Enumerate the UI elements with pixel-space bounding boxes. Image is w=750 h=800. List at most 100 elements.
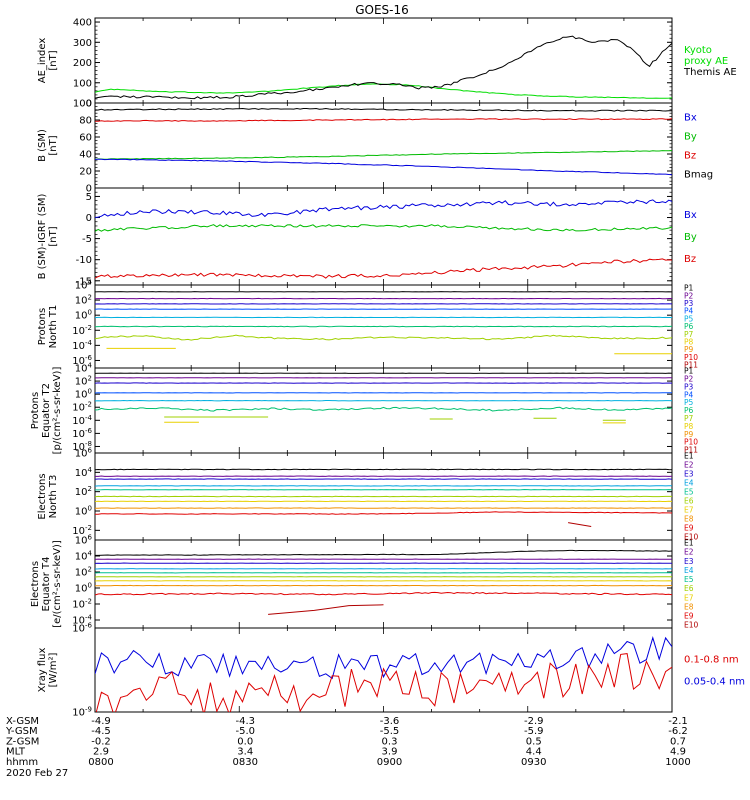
y-tick-label: 102 — [75, 566, 92, 579]
legend-bz: Bz — [684, 254, 696, 265]
legend-p9: P9 — [684, 345, 694, 354]
orbit-value: -4.3 — [235, 716, 255, 727]
series-group — [95, 549, 672, 615]
series-group — [95, 468, 672, 527]
legend-p11: P11 — [684, 361, 698, 370]
legend-p10: P10 — [684, 353, 698, 362]
series-e9 — [95, 591, 672, 596]
y-tick-label: 100 — [75, 309, 92, 322]
orbit-value: 0830 — [233, 757, 258, 768]
panel-frame — [94, 102, 673, 189]
legend-kyoto-proxy-ae: proxy AE — [684, 56, 728, 67]
y-axis-label: North T1 — [48, 305, 59, 349]
legend-e7: E7 — [684, 593, 694, 602]
legend-p8: P8 — [684, 338, 694, 347]
y-axis-label: AE_index — [37, 38, 48, 84]
legend-bx: Bx — [684, 113, 697, 124]
y-tick-label: 100 — [73, 78, 92, 89]
orbit-value: -4.9 — [91, 716, 111, 727]
orbit-value: 0900 — [377, 757, 402, 768]
legend-by: By — [684, 132, 697, 143]
series-group — [95, 291, 672, 355]
legend-e2: E2 — [684, 461, 694, 470]
series-themis-ae — [95, 35, 672, 100]
y-tick-label: 20 — [79, 167, 92, 178]
y-tick-label: 40 — [79, 150, 92, 161]
legend-e10: E10 — [684, 621, 699, 630]
legend-p1: P1 — [684, 367, 694, 376]
y-tick-label: 104 — [75, 550, 93, 563]
legend-bx: Bx — [684, 210, 697, 221]
date-label: 2020 Feb 27 — [6, 768, 68, 779]
y-tick-label: 106 — [75, 534, 93, 547]
y-tick-label: 100 — [75, 582, 92, 595]
legend-bmag: Bmag — [684, 169, 713, 180]
y-tick-label: 100 — [75, 388, 92, 401]
orbit-value: 4.9 — [670, 747, 686, 758]
series-group — [95, 35, 672, 100]
y-tick-label: -15 — [76, 276, 92, 287]
legend-0-05-0-4-nm: 0.05-0.4 nm — [684, 677, 745, 688]
y-tick-label: 300 — [73, 38, 92, 49]
orbit-value: -2.9 — [524, 716, 544, 727]
panel-b: 0 20 40 60 80 100 B (SM) [nT] Bx By Bz Bmag — [37, 99, 713, 195]
y-tick-label: 10-4 — [72, 414, 92, 427]
series-by — [95, 150, 672, 160]
legend-themis-ae: Themis AE — [683, 67, 737, 78]
y-tick-label: 5 — [86, 192, 92, 203]
legend-e5: E5 — [684, 575, 694, 584]
y-axis-label: Protons — [30, 392, 41, 429]
y-tick-label: 10-2 — [72, 324, 92, 337]
orbit-table: X-GSM -4.9 -4.3 -3.6 -2.9 -2.1 Y-GSM -4.5 -5.0 -5… — [5, 716, 691, 768]
y-axis-label: [nT] — [48, 135, 59, 155]
y-tick-label: 10-2 — [72, 401, 92, 414]
legend-p10: P10 — [684, 438, 698, 447]
series-group — [95, 372, 672, 424]
y-axis-label: [e/(cm²-s-sr-keV)] — [52, 540, 63, 628]
series-0-1-0-8-nm — [95, 653, 672, 712]
y-tick-label: 60 — [79, 133, 92, 144]
legend-e2: E2 — [684, 548, 694, 557]
y-tick-label: 100 — [75, 505, 92, 518]
orbit-value: 0.7 — [670, 736, 686, 747]
legend-e8: E8 — [684, 515, 694, 524]
orbit-row-label: Y-GSM — [5, 726, 38, 737]
orbit-row-label: Z-GSM — [6, 736, 39, 747]
y-axis-label: Protons — [37, 308, 48, 345]
legend-e6: E6 — [684, 584, 694, 593]
y-tick-label: 104 — [75, 466, 93, 479]
y-tick-label: 100 — [73, 99, 92, 110]
panel-xray: 10-6 10-9 Xray flux [W/m²] 0.1-0.8 nm 0.05-0.… — [37, 622, 745, 719]
series-bz — [95, 258, 672, 279]
series-e10 — [268, 604, 384, 615]
y-axis-label: Xray flux — [37, 648, 48, 693]
series-bz — [95, 118, 672, 122]
y-tick-label: -5 — [82, 234, 92, 245]
orbit-value: -2.1 — [668, 716, 688, 727]
orbit-value: -3.6 — [380, 716, 400, 727]
y-axis-label: Equator T4 — [41, 557, 52, 612]
legend-p7: P7 — [684, 330, 694, 339]
legend-p3: P3 — [684, 299, 694, 308]
legend-0-1-0-8-nm: 0.1-0.8 nm — [684, 655, 739, 666]
legend-p1: P1 — [684, 284, 694, 293]
y-axis-label: [nT] — [48, 50, 59, 70]
y-axis-label: B (SM) — [37, 129, 48, 162]
y-axis-label: B (SM)-IGRF (SM) — [37, 194, 48, 280]
legend-p9: P9 — [684, 430, 694, 439]
orbit-row-label: MLT — [6, 747, 26, 758]
orbit-value: 4.4 — [526, 747, 542, 758]
series-kyoto-proxy-ae — [95, 83, 672, 99]
orbit-value: -6.2 — [668, 726, 688, 737]
series-bmag — [95, 107, 672, 112]
orbit-value: 0930 — [521, 757, 546, 768]
y-tick-label: 80 — [79, 116, 92, 127]
panel-frame — [94, 17, 673, 104]
plot-title: GOES-16 — [355, 3, 409, 17]
